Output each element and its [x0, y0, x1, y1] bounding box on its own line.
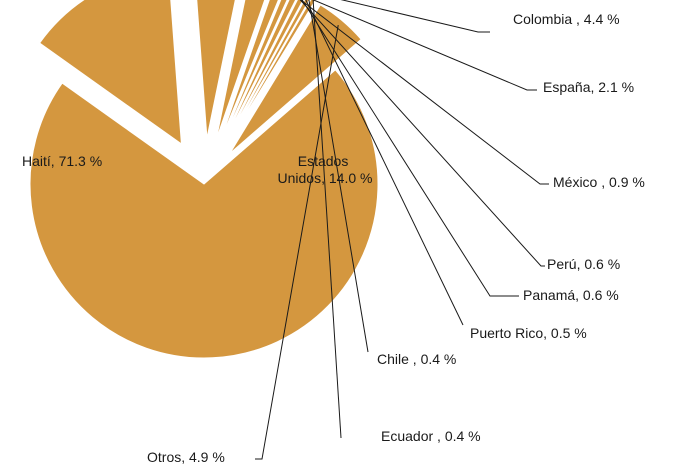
leader-chile	[308, 0, 369, 353]
slice-ecuador	[227, 0, 317, 145]
slice-estados-unidos	[38, 0, 182, 145]
slice-mexico	[219, 0, 279, 142]
leader-otros	[255, 25, 339, 460]
leader-espana	[312, 0, 537, 91]
label-estados-unidos-line2: Unidos, 14.0 %	[278, 170, 373, 186]
slice-haiti	[29, 69, 379, 359]
label-espana: España, 2.1 %	[543, 79, 634, 95]
leader-puerto-rico	[305, 0, 464, 326]
label-peru: Perú, 0.6 %	[547, 256, 620, 272]
label-estados-unidos-line1: Estados	[298, 153, 349, 169]
label-estados-unidos: Estados Unidos, 14.0 %	[278, 153, 373, 186]
leader-panama	[301, 0, 519, 297]
label-colombia: Colombia , 4.4 %	[513, 11, 620, 27]
slice-espana	[215, 0, 266, 140]
label-chile: Chile , 0.4 %	[377, 351, 456, 367]
label-mexico: México , 0.9 %	[553, 174, 645, 190]
label-panama: Panamá, 0.6 %	[523, 287, 619, 303]
leader-peru	[299, 0, 545, 267]
leader-colombia	[340, 0, 490, 33]
label-ecuador: Ecuador , 0.4 %	[381, 428, 481, 444]
label-haiti: Haití, 71.3 %	[22, 153, 102, 169]
leader-mexico	[299, 0, 549, 185]
leader-ecuador	[312, 0, 342, 439]
label-otros: Otros, 4.9 %	[147, 449, 225, 465]
label-puerto-rico: Puerto Rico, 0.5 %	[470, 325, 587, 341]
leader-lines	[255, 0, 549, 460]
slice-colombia	[196, 0, 236, 139]
slice-peru	[221, 0, 288, 143]
pie-slices	[29, 0, 379, 359]
slice-chile	[226, 0, 310, 145]
